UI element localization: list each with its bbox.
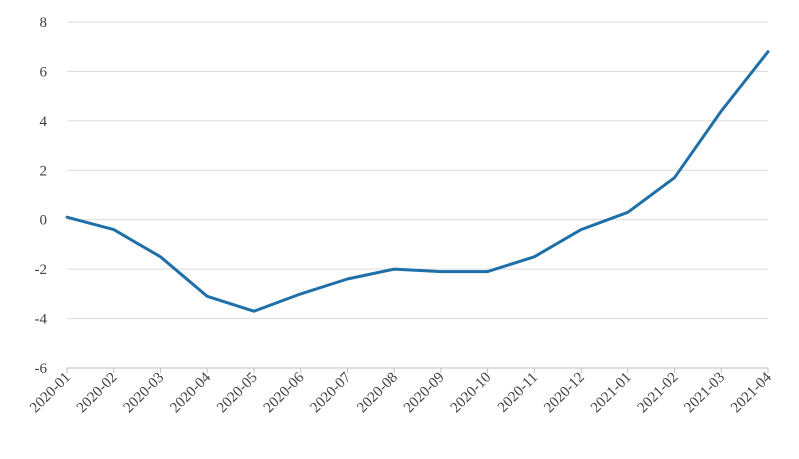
x-tick-label: 2021-01 bbox=[588, 370, 635, 417]
x-tick-label: 2021-04 bbox=[728, 369, 775, 416]
x-tick-label: 2020-08 bbox=[354, 370, 401, 417]
x-axis-ticks: 2020-01 2020-02 2020-03 2020-04 2020-05 2020-… bbox=[27, 369, 775, 416]
x-tick-label: 2021-03 bbox=[681, 370, 728, 417]
x-tick-label: 2020-06 bbox=[261, 369, 308, 416]
y-tick-label: -6 bbox=[35, 361, 48, 377]
x-tick-label: 2020-05 bbox=[214, 370, 261, 417]
x-tick-label: 2020-07 bbox=[308, 369, 355, 416]
x-tick-label: 2021-02 bbox=[635, 370, 682, 417]
y-tick-label: 0 bbox=[40, 213, 48, 229]
x-tick-label: 2020-04 bbox=[167, 369, 214, 416]
y-tick-label: 2 bbox=[40, 163, 48, 179]
series-line-0 bbox=[65, 50, 770, 313]
x-tick-label: 2020-11 bbox=[495, 370, 541, 416]
gridlines bbox=[67, 21, 768, 320]
x-tick-label: 2020-03 bbox=[121, 370, 168, 417]
y-tick-label: -2 bbox=[35, 262, 48, 278]
x-tick-label: 2020-12 bbox=[541, 370, 588, 417]
y-tick-label: 4 bbox=[40, 114, 48, 130]
x-tick-label: 2020-02 bbox=[74, 370, 121, 417]
x-tick-label: 2020-10 bbox=[448, 370, 495, 417]
x-tick-label: 2020-09 bbox=[401, 370, 448, 417]
y-tick-label: 8 bbox=[40, 15, 48, 31]
y-tick-label: 6 bbox=[40, 64, 48, 80]
y-tick-label: -4 bbox=[35, 312, 48, 328]
y-axis-ticks: 8 6 4 2 0 -2 -4 -6 bbox=[35, 15, 48, 377]
series-group bbox=[65, 50, 770, 313]
x-axis bbox=[66, 367, 769, 373]
